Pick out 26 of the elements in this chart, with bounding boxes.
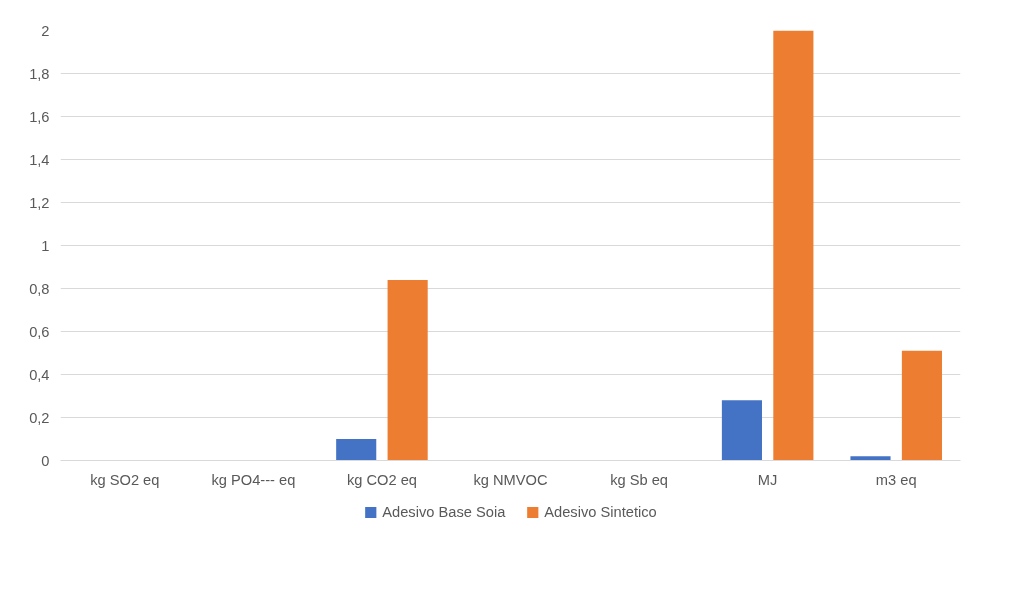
- y-tick-label: 0: [41, 452, 50, 469]
- y-tick-label: 1,8: [29, 65, 50, 82]
- y-tick-label: 1: [41, 237, 50, 254]
- x-tick-label: kg CO2 eq: [346, 471, 417, 488]
- y-tick-label: 0,4: [29, 366, 50, 383]
- y-tick-label: 1,6: [29, 108, 50, 125]
- x-tick-label: kg Sb eq: [610, 471, 668, 488]
- x-tick-label: kg SO2 eq: [90, 471, 160, 488]
- y-tick-label: 1,4: [29, 151, 50, 168]
- bar: [901, 350, 942, 461]
- bar: [850, 456, 891, 461]
- bar: [773, 30, 814, 461]
- y-tick-label: 1,2: [29, 194, 50, 211]
- x-tick-label: MJ: [757, 471, 778, 488]
- y-tick-label: 0,2: [29, 409, 50, 426]
- legend-label: Adesivo Sintetico: [544, 504, 657, 520]
- y-tick-label: 0,8: [29, 280, 50, 297]
- x-tick-label: kg PO4--- eq: [211, 471, 296, 488]
- bar: [336, 439, 377, 461]
- bar: [387, 279, 428, 461]
- y-tick-label: 0,6: [29, 323, 50, 340]
- x-tick-label: kg NMVOC: [473, 471, 548, 488]
- x-tick-label: m3 eq: [875, 471, 917, 488]
- legend-label: Adesivo Base Soia: [382, 504, 506, 520]
- y-tick-label: 2: [41, 22, 50, 39]
- bar: [721, 400, 762, 461]
